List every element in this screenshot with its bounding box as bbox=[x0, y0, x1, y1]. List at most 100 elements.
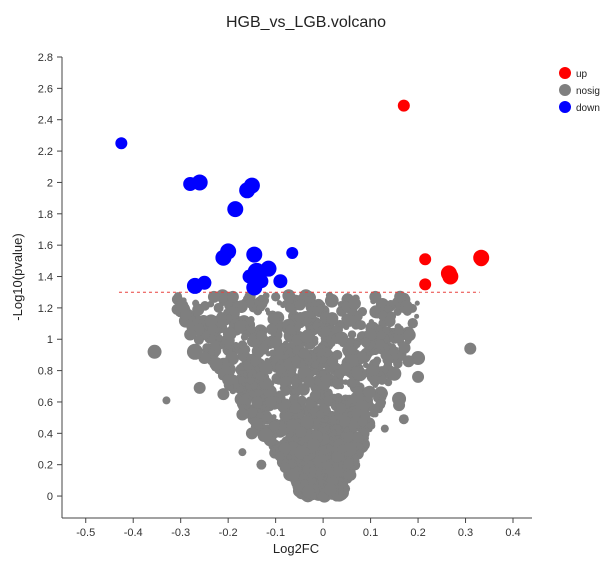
nosig-point bbox=[356, 449, 364, 457]
nosig-point bbox=[234, 320, 247, 333]
nosig-point bbox=[393, 331, 405, 343]
nosig-point bbox=[372, 411, 379, 418]
nosig-point bbox=[193, 334, 204, 345]
nosig-point bbox=[245, 427, 258, 440]
nosig-point bbox=[236, 408, 249, 421]
nosig-point bbox=[372, 382, 379, 389]
nosig-point bbox=[262, 292, 270, 299]
x-tick-label: 0.3 bbox=[458, 527, 473, 539]
y-tick-label: 1.2 bbox=[38, 303, 53, 315]
nosig-point bbox=[356, 351, 368, 363]
nosig-point bbox=[343, 458, 354, 469]
nosig-point bbox=[331, 429, 338, 436]
legend-marker-up bbox=[559, 67, 571, 79]
nosig-point bbox=[362, 362, 369, 369]
nosig-point bbox=[274, 451, 285, 462]
nosig-point bbox=[294, 312, 305, 323]
nosig-point bbox=[357, 416, 368, 427]
nosig-point bbox=[303, 296, 310, 302]
nosig-point bbox=[270, 336, 283, 348]
nosig-point bbox=[321, 469, 327, 475]
nosig-point bbox=[271, 292, 281, 302]
up-point bbox=[474, 252, 489, 267]
nosig-point bbox=[347, 330, 357, 339]
nosig-point bbox=[238, 448, 247, 457]
y-tick-label: 2 bbox=[47, 177, 53, 189]
nosig-point bbox=[351, 407, 362, 418]
nosig-point bbox=[414, 300, 420, 306]
nosig-point bbox=[340, 432, 347, 439]
nosig-point bbox=[348, 297, 361, 310]
nosig-point bbox=[336, 326, 344, 334]
nosig-point bbox=[346, 378, 357, 389]
nosig-point bbox=[233, 382, 240, 389]
nosig-point bbox=[280, 385, 291, 397]
nosig-point bbox=[290, 355, 301, 366]
nosig-point bbox=[320, 447, 328, 456]
nosig-point bbox=[303, 375, 316, 388]
nosig-point bbox=[300, 415, 314, 430]
up-point bbox=[419, 253, 432, 266]
nosig-point bbox=[251, 396, 263, 408]
down-point bbox=[115, 137, 128, 150]
nosig-point bbox=[246, 376, 255, 385]
nosig-point bbox=[225, 314, 234, 322]
nosig-point bbox=[342, 313, 357, 327]
x-tick-label: 0.1 bbox=[363, 527, 378, 539]
nosig-point bbox=[317, 453, 327, 463]
nosig-point bbox=[284, 302, 295, 313]
nosig-point bbox=[316, 473, 324, 481]
down-points-layer bbox=[115, 137, 299, 296]
nosig-point bbox=[291, 334, 303, 346]
nosig-point bbox=[320, 326, 331, 337]
nosig-point bbox=[193, 381, 206, 394]
up-points-layer bbox=[397, 99, 490, 291]
down-point bbox=[246, 246, 263, 263]
nosig-point bbox=[343, 292, 352, 302]
nosig-point bbox=[393, 308, 402, 316]
nosig-point bbox=[214, 327, 221, 334]
nosig-point bbox=[301, 484, 315, 498]
nosig-point bbox=[269, 420, 280, 432]
legend-marker-nosig bbox=[559, 84, 571, 96]
nosig-point bbox=[369, 290, 382, 303]
nosig-point bbox=[325, 291, 334, 299]
nosig-point bbox=[256, 411, 264, 419]
nosig-point bbox=[229, 322, 235, 329]
x-tick-label: -0.2 bbox=[219, 527, 238, 539]
nosig-point bbox=[289, 402, 301, 414]
y-tick-label: 0.4 bbox=[38, 428, 53, 440]
nosig-point bbox=[221, 357, 229, 366]
nosig-point bbox=[402, 355, 415, 368]
nosig-point bbox=[344, 451, 351, 458]
nosig-point bbox=[264, 395, 277, 408]
up-point bbox=[419, 278, 432, 291]
nosig-point bbox=[372, 358, 381, 367]
nosig-point bbox=[224, 341, 232, 350]
nosig-point bbox=[238, 376, 246, 384]
nosig-point bbox=[332, 349, 343, 360]
nosig-point bbox=[257, 343, 270, 355]
nosig-point bbox=[356, 320, 367, 331]
x-tick-label: -0.5 bbox=[76, 527, 95, 539]
nosig-point bbox=[294, 445, 309, 460]
nosig-point bbox=[259, 360, 273, 375]
nosig-point bbox=[323, 483, 337, 496]
nosig-points-layer bbox=[147, 289, 477, 503]
nosig-point bbox=[352, 458, 359, 465]
down-point bbox=[191, 174, 208, 191]
x-tick-label: -0.4 bbox=[124, 527, 143, 539]
nosig-point bbox=[343, 323, 350, 331]
nosig-point bbox=[246, 406, 258, 418]
nosig-point bbox=[184, 328, 197, 341]
nosig-point bbox=[330, 479, 337, 485]
nosig-point bbox=[364, 328, 377, 341]
nosig-point bbox=[414, 313, 420, 319]
nosig-point bbox=[280, 398, 292, 409]
nosig-point bbox=[286, 468, 300, 482]
nosig-point bbox=[334, 331, 349, 346]
down-point bbox=[286, 247, 299, 260]
nosig-point bbox=[350, 366, 363, 378]
nosig-point bbox=[223, 308, 230, 316]
up-point bbox=[442, 268, 459, 285]
